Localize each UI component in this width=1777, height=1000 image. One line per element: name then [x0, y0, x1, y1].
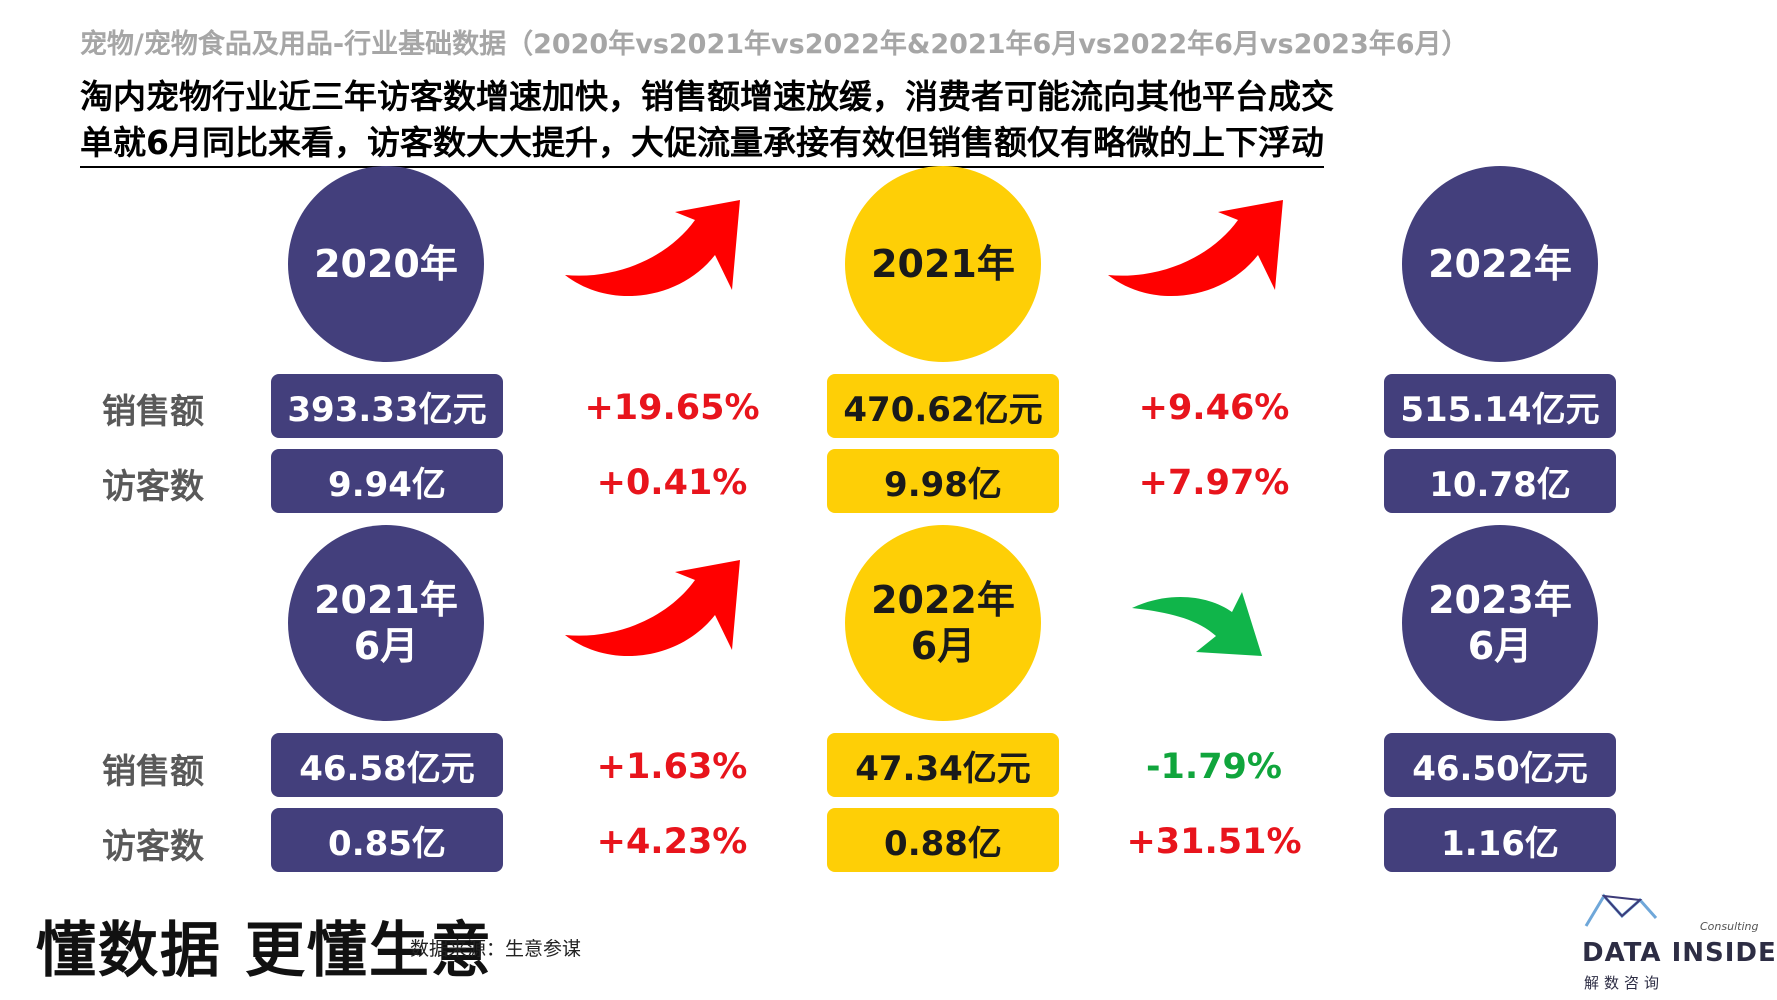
visitor-growth-percent: +4.23%: [596, 822, 748, 862]
sales-growth-percent: +1.63%: [596, 747, 748, 787]
sales-value-box: 46.50亿元: [1384, 733, 1616, 797]
sales-growth-percent: +9.46%: [1138, 388, 1290, 428]
period-circle-2020: 2020年: [288, 166, 484, 362]
sales-value-box: 393.33亿元: [271, 374, 503, 438]
visitor-growth-percent: +0.41%: [596, 463, 748, 503]
period-circle-2022-june: 2022年 6月: [845, 525, 1041, 721]
data-source-note: 数据来源：生意参谋: [410, 938, 582, 960]
sales-growth-percent: +19.65%: [584, 388, 760, 428]
sales-value-box: 515.14亿元: [1384, 374, 1616, 438]
row-label-sales: 销售额: [102, 752, 204, 792]
period-circle-2021-june: 2021年 6月: [288, 525, 484, 721]
logo-main-text: DATA INSIDER: [1582, 938, 1777, 968]
period-circle-2023-june: 2023年 6月: [1402, 525, 1598, 721]
row-label-visitors: 访客数: [102, 827, 204, 867]
red-up-arrow-icon: [565, 560, 740, 657]
sales-value-box: 470.62亿元: [827, 374, 1059, 438]
red-up-arrow-icon: [565, 200, 740, 297]
headline-line-1: 淘内宠物行业近三年访客数增速加快，销售额增速放缓，消费者可能流向其他平台成交: [80, 77, 1334, 116]
period-circle-2022: 2022年: [1402, 166, 1598, 362]
sales-growth-percent: -1.79%: [1146, 747, 1282, 787]
footer-slogan: 懂数据 更懂生意: [36, 916, 493, 986]
row-label-sales: 销售额: [102, 392, 204, 432]
visitors-value-box: 1.16亿: [1384, 808, 1616, 872]
data-insider-logo: Consulting DATA INSIDER 解数咨询: [1582, 892, 1777, 992]
logo-sub-text: 解数咨询: [1584, 974, 1665, 992]
visitors-value-box: 9.98亿: [827, 449, 1059, 513]
page-header: 宠物/宠物食品及用品-行业基础数据（2020年vs2021年vs2022年&20…: [80, 29, 1469, 60]
visitor-growth-percent: +31.51%: [1126, 822, 1302, 862]
visitors-value-box: 10.78亿: [1384, 449, 1616, 513]
sales-value-box: 47.34亿元: [827, 733, 1059, 797]
logo-mark-icon: [1584, 893, 1658, 927]
sales-value-box: 46.58亿元: [271, 733, 503, 797]
visitor-growth-percent: +7.97%: [1138, 463, 1290, 503]
red-up-arrow-icon: [1108, 200, 1283, 297]
headline-line-2: 单就6月同比来看，访客数大大提升，大促流量承接有效但销售额仅有略微的上下浮动: [80, 116, 1324, 168]
logo-consulting-text: Consulting: [1700, 920, 1759, 933]
visitors-value-box: 9.94亿: [271, 449, 503, 513]
visitors-value-box: 0.85亿: [271, 808, 503, 872]
visitors-value-box: 0.88亿: [827, 808, 1059, 872]
row-label-visitors: 访客数: [102, 467, 204, 507]
green-down-arrow-icon: [1132, 592, 1262, 656]
period-circle-2021: 2021年: [845, 166, 1041, 362]
